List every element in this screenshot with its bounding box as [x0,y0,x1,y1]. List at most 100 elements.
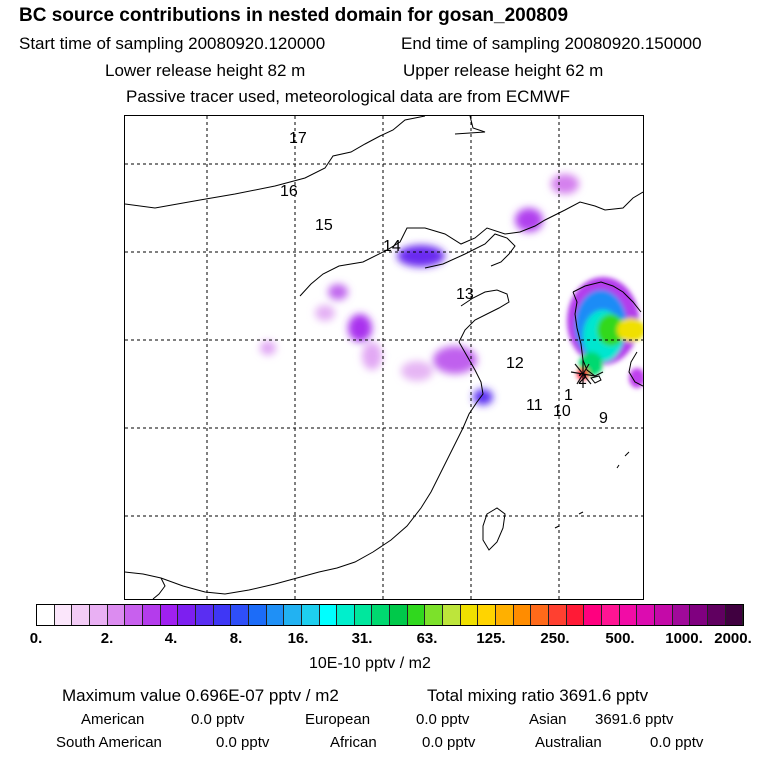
european-label: European [305,711,371,728]
color-swatch [619,605,638,625]
color-swatch [549,605,567,625]
color-swatch [160,605,179,625]
map-label-16: 16 [280,183,298,200]
color-swatch [284,605,302,625]
color-swatch [248,605,267,625]
concentration-field [260,174,643,405]
scale-tick: 8. [229,630,243,647]
map-canvas: 17 16 15 14 13 12 11 10 9 2 1 [125,116,643,599]
plume-jiangsu [433,346,477,374]
scale-tick: 4. [164,630,178,647]
color-swatch [266,605,285,625]
korea-east-coast [572,281,642,313]
start-time: Start time of sampling 20080920.120000 [19,34,326,53]
map-label-12: 12 [506,355,524,372]
inner-mongolia-border [299,191,643,297]
color-swatch [496,605,514,625]
scale-units: 10E-10 pptv / m2 [309,655,431,672]
plume-henan [348,314,372,342]
japan-kyushu [628,351,643,387]
color-swatch [707,605,726,625]
color-swatch [72,605,90,625]
manchuria-border [454,116,486,135]
china-east-coast [125,341,484,595]
scale-tick: 0. [29,630,43,647]
scale-tick: 500. [605,630,635,647]
map-label-9: 9 [599,410,608,427]
ryukyu-3 [578,511,584,515]
lower-release-height: Lower release height 82 m [105,61,306,80]
plume-henan-tail [362,342,382,370]
upper-release-height: Upper release height 62 m [403,61,604,80]
shandong-coast [458,289,510,343]
color-swatch [354,605,373,625]
color-swatch [690,605,708,625]
asian-value: 3691.6 pptv [595,711,674,728]
map-label-11: 11 [526,397,543,414]
color-swatch [513,605,532,625]
color-swatch [89,605,108,625]
color-scale [36,604,744,626]
color-swatch [443,605,461,625]
map-panel: 17 16 15 14 13 12 11 10 9 2 1 [124,115,644,600]
color-swatch [478,605,497,625]
tracer-info: Passive tracer used, meteorological data… [126,87,571,106]
color-swatch [142,605,161,625]
scale-tick: 2. [100,630,114,647]
liaoning-coast [424,233,516,269]
plume-korea-yellow [617,318,643,342]
scale-tick: 1000. [665,630,703,647]
american-value: 0.0 pptv [191,711,245,728]
color-swatch [54,605,73,625]
color-swatch [602,605,620,625]
australian-value: 0.0 pptv [650,734,704,751]
color-swatch [195,605,214,625]
plume-shanxi [328,284,348,300]
south-american-value: 0.0 pptv [216,734,270,751]
african-value: 0.0 pptv [422,734,476,751]
color-swatch [460,605,479,625]
taiwan [482,507,506,551]
plume-japan-west [629,368,643,388]
color-swatch [566,605,585,625]
receptor-marker [570,360,596,388]
color-swatch [425,605,444,625]
color-swatch [637,605,655,625]
color-swatch [37,605,55,625]
map-label-15: 15 [315,217,333,234]
max-value: Maximum value 0.696E-07 pptv / m2 [62,686,339,705]
color-swatch [672,605,691,625]
map-label-14: 14 [383,238,401,255]
scale-tick: 63. [416,630,438,647]
color-swatch [337,605,355,625]
plume-bohai [515,208,543,232]
color-swatch [584,605,602,625]
end-time: End time of sampling 20080920.150000 [401,34,702,53]
plot-title: BC source contributions in nested domain… [19,5,569,26]
map-label-17: 17 [289,130,307,147]
color-swatch [319,605,338,625]
color-swatch [231,605,249,625]
scale-tick: 250. [540,630,570,647]
color-swatch [125,605,143,625]
ryukyu-2 [616,464,620,469]
european-value: 0.0 pptv [416,711,470,728]
map-label-10: 10 [553,403,571,420]
african-label: African [330,734,377,751]
mongolia-border [125,116,426,209]
map-label-2: 2 [578,371,587,388]
asian-label: Asian [529,711,567,728]
plume-beijing [397,245,445,267]
color-swatch [372,605,391,625]
ryukyu-4 [554,525,560,529]
inland-boundary [152,577,166,599]
color-swatch [725,605,744,625]
color-swatch [531,605,550,625]
plume-north-korea [551,174,579,194]
plume-anhui [401,361,433,381]
scale-tick: 31. [351,630,373,647]
color-swatch [213,605,232,625]
scale-tick: 2000. [714,630,752,647]
jeju [590,375,602,384]
plume-west-2 [260,341,276,355]
